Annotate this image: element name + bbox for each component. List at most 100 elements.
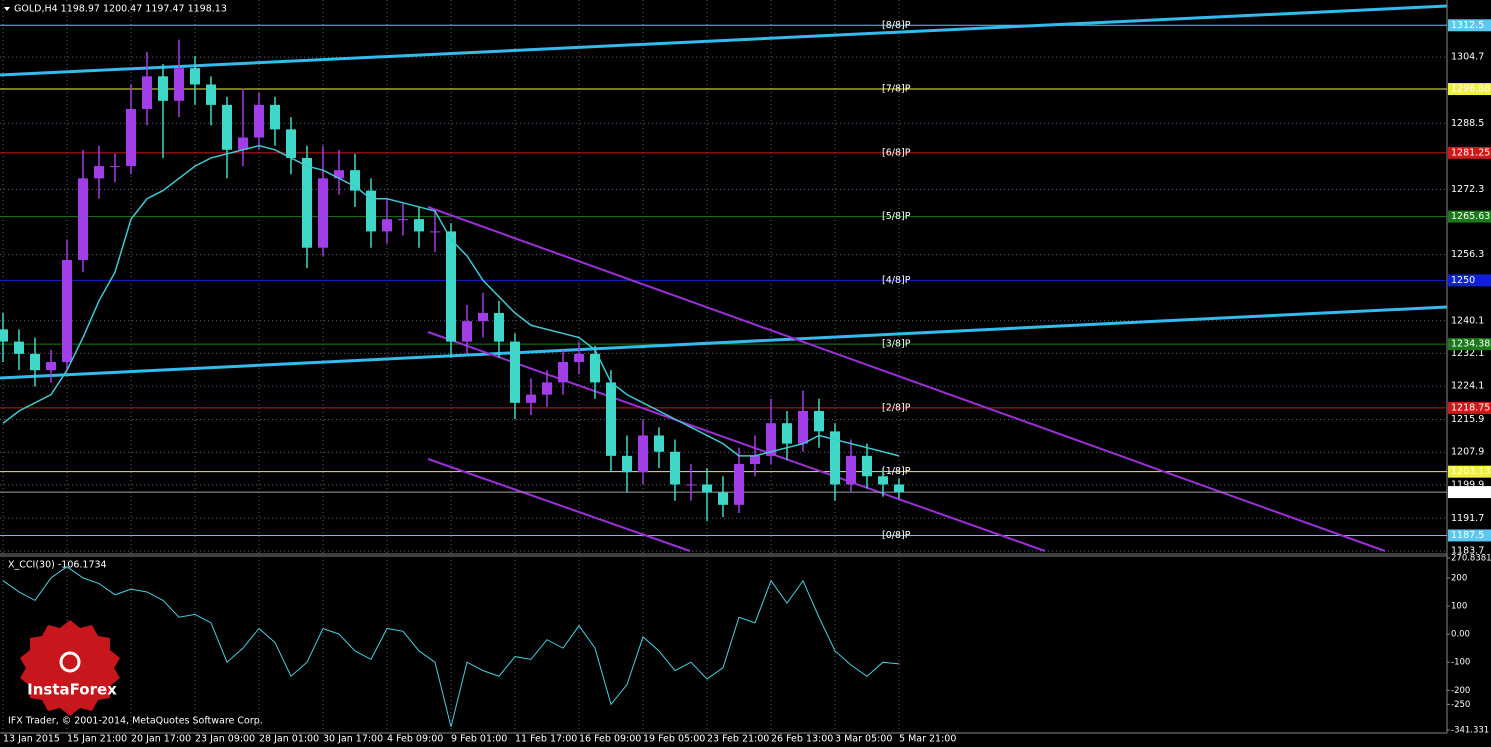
x-tick-label: 13 Jan 2015 xyxy=(3,734,60,745)
y-tick-label: 1191.7 xyxy=(1451,513,1484,524)
candle-body xyxy=(590,353,600,383)
y-tick-label: 270.8381 xyxy=(1451,554,1491,564)
y-tick-label: -341.331 xyxy=(1451,726,1489,736)
y-tick-label: 1240.1 xyxy=(1451,315,1484,326)
candle-body xyxy=(894,484,904,493)
candle-body xyxy=(670,451,680,485)
candle-body xyxy=(878,476,888,485)
level-name: [4/8]P xyxy=(882,275,911,286)
candle-body xyxy=(606,382,616,456)
level-price-box xyxy=(1448,465,1491,478)
candle-body xyxy=(718,492,728,505)
x-tick-label: 9 Feb 01:00 xyxy=(451,734,507,745)
level-price-label: 1250 xyxy=(1451,275,1475,286)
candle-body xyxy=(430,231,440,233)
y-tick-label: 100 xyxy=(1451,602,1467,612)
candle-body xyxy=(494,313,504,342)
level-price-box xyxy=(1448,146,1491,159)
x-tick-label: 4 Feb 09:00 xyxy=(387,734,443,745)
candle-body xyxy=(750,455,760,465)
x-tick-label: 28 Jan 01:00 xyxy=(259,734,319,745)
candle-body xyxy=(478,313,488,322)
trend-lines xyxy=(0,4,1448,552)
level-price-label: 1203.13 xyxy=(1451,466,1490,477)
level-name: [7/8]P xyxy=(882,84,911,95)
candle-body xyxy=(862,455,872,477)
channel-line xyxy=(427,458,691,552)
y-tick-label: 1224.1 xyxy=(1451,381,1484,392)
y-tick-label: -250 xyxy=(1451,700,1470,710)
candle-body xyxy=(766,423,776,456)
cci-line xyxy=(2,566,900,727)
level-price-label: 1218.75 xyxy=(1451,402,1490,413)
channel-line xyxy=(427,206,1386,552)
y-tick-label: -100 xyxy=(1451,658,1470,668)
candle-body xyxy=(510,341,520,403)
logo-text: InstaForex xyxy=(27,681,117,699)
indicator-label: X_CCI(30) -106.1734 xyxy=(8,560,107,571)
candle-body xyxy=(830,431,840,485)
level-name: [5/8]P xyxy=(882,211,911,222)
bid-label: 1198.13 xyxy=(1451,487,1490,498)
candle-body xyxy=(382,219,392,232)
candle-body xyxy=(126,108,136,167)
candle-body xyxy=(446,231,456,342)
level-price-box xyxy=(1448,274,1491,287)
level-name: [8/8]P xyxy=(882,20,911,31)
level-price-box xyxy=(1448,338,1491,351)
candle-body xyxy=(318,178,328,248)
candle-body xyxy=(142,76,152,109)
logo: InstaForex xyxy=(20,620,120,716)
y-tick-label: 1232.1 xyxy=(1451,348,1484,359)
level-price-label: 1296.88 xyxy=(1451,84,1490,95)
candle-body xyxy=(734,464,744,505)
candle-body xyxy=(0,329,8,342)
channel-line xyxy=(0,4,1448,77)
candle-body xyxy=(14,341,24,354)
chart-title: GOLD,H4 1198.97 1200.47 1197.47 1198.13 xyxy=(14,4,227,15)
candle-body xyxy=(238,137,248,150)
level-price-label: 1281.25 xyxy=(1451,147,1490,158)
candle-body xyxy=(846,455,856,485)
bid-box xyxy=(1448,486,1491,499)
candle-body xyxy=(222,104,232,150)
menu-arrow xyxy=(4,7,10,11)
level-name: [3/8]P xyxy=(882,339,911,350)
y-tick-label: -200 xyxy=(1451,686,1470,696)
level-price-box xyxy=(1448,19,1491,32)
y-tick-label: 1207.9 xyxy=(1451,447,1484,458)
x-tick-label: 26 Feb 13:00 xyxy=(771,734,833,745)
candle-body xyxy=(814,410,824,432)
x-tick-label: 30 Jan 17:00 xyxy=(323,734,383,745)
y-tick-label: 1272.3 xyxy=(1451,184,1484,195)
candle-body xyxy=(542,382,552,395)
candle-body xyxy=(686,484,696,486)
logo-badge xyxy=(20,620,120,716)
candle-body xyxy=(46,362,56,371)
candle-body xyxy=(174,68,184,101)
level-price-box xyxy=(1448,83,1491,96)
candle-body xyxy=(94,166,104,179)
candle-body xyxy=(526,394,536,403)
candle-body xyxy=(30,353,40,371)
candle-body xyxy=(574,353,584,363)
candle-body xyxy=(302,157,312,248)
x-tick-label: 11 Feb 17:00 xyxy=(515,734,577,745)
y-tick-label: 1199.9 xyxy=(1451,479,1484,490)
y-tick-label: 200 xyxy=(1451,573,1467,583)
level-price-label: 1187.5 xyxy=(1451,530,1484,541)
candle-body xyxy=(110,166,120,168)
x-tick-label: 3 Mar 05:00 xyxy=(835,734,892,745)
y-tick-label: 0.00 xyxy=(1451,630,1470,640)
x-tick-label: 16 Feb 09:00 xyxy=(579,734,641,745)
candle-body xyxy=(350,170,360,191)
candle-body xyxy=(798,410,808,444)
candle-body xyxy=(638,435,648,473)
x-tick-label: 20 Jan 17:00 xyxy=(131,734,191,745)
level-price-label: 1265.63 xyxy=(1451,211,1490,222)
candle-body xyxy=(654,435,664,452)
candle-body xyxy=(414,219,424,232)
candle-body xyxy=(334,170,344,179)
